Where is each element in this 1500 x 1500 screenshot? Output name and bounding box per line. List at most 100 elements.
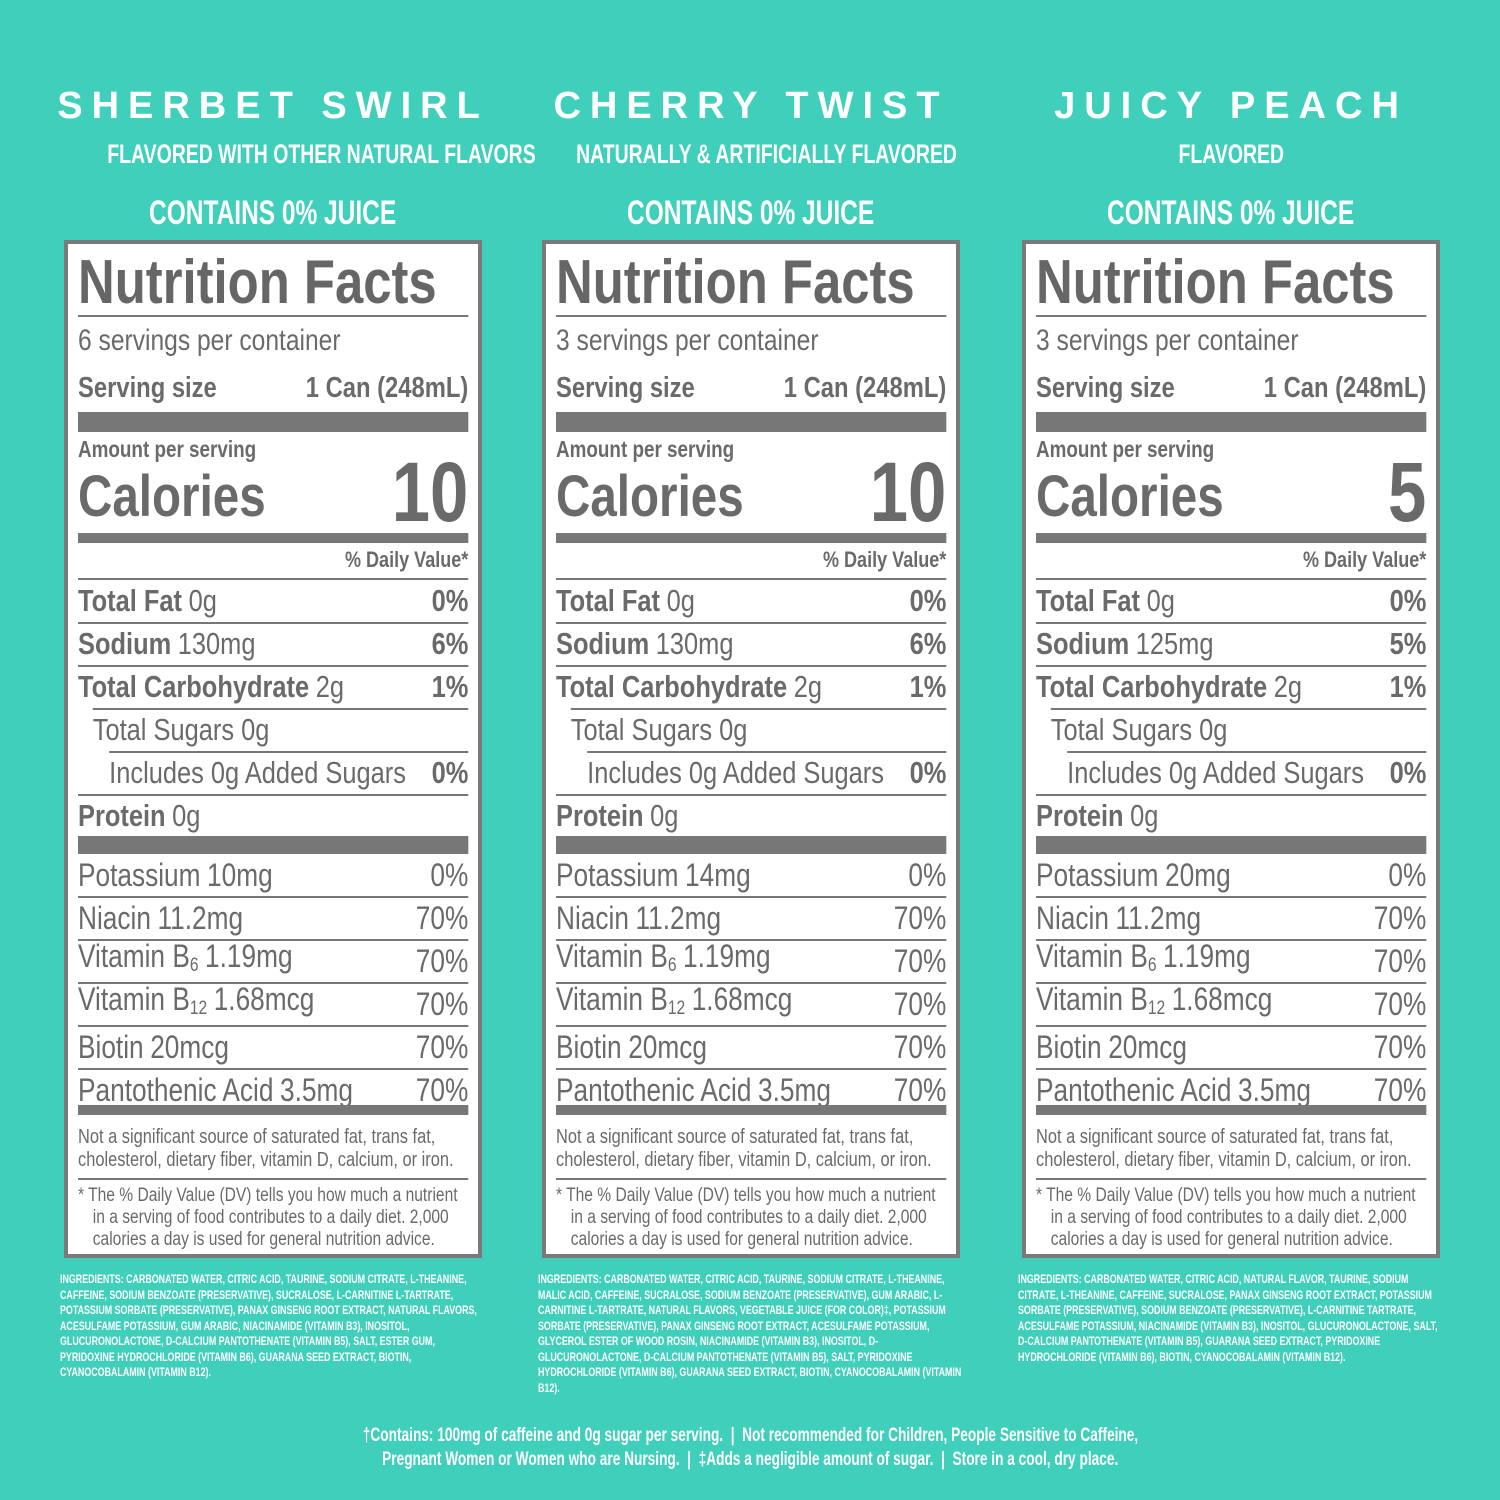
nutrient-name: Total Fat	[1036, 583, 1141, 618]
vitamin-amount: 1.19mg	[1163, 938, 1251, 974]
vitamin-row: Niacin 11.2mg 70%	[556, 898, 946, 938]
nutrient-text: Includes 0g Added Sugars	[1067, 755, 1364, 790]
servings-row: 6 servings per container	[78, 324, 468, 358]
amount-row: Amount per serving	[78, 435, 468, 463]
nutrient-name-group: Includes 0g Added Sugars	[1067, 753, 1364, 793]
juice-text: CONTAINS 0% JUICE	[627, 194, 875, 232]
vitamin-name-group: Pantothenic Acid 3.5mg	[1036, 1070, 1311, 1110]
nutrient-row: Includes 0g Added Sugars 0%	[1067, 753, 1426, 793]
vitamin-row: Vitamin B12 1.68mcg 70%	[1036, 981, 1426, 1024]
nutrient-amount: 130mg	[177, 626, 256, 661]
thick-bar	[1036, 836, 1427, 854]
nutrient-dv: 1%	[431, 669, 469, 704]
vitamin-row: Vitamin B12 1.68mcg 70%	[556, 981, 946, 1024]
nutrient-row: Protein 0g	[1036, 796, 1426, 836]
ingredients: INGREDIENTS: CARBONATED WATER, CITRIC AC…	[538, 1272, 962, 1395]
medium-bar	[78, 1105, 469, 1115]
nutrient-dv: 6%	[431, 626, 469, 661]
rule	[78, 1025, 469, 1027]
vitamin-dv: 70%	[893, 1072, 947, 1108]
nutrient-text: Total Sugars 0g	[92, 712, 270, 747]
vitamin-subscript: 12	[189, 998, 208, 1019]
amount-row: Amount per serving	[1036, 435, 1426, 463]
vitamin-dv: 70%	[415, 900, 469, 936]
vitamin-dv: 70%	[415, 986, 469, 1022]
vitamin-name: Potassium	[556, 857, 679, 893]
rule	[556, 896, 947, 898]
nutrient-name: Protein	[78, 798, 166, 833]
nutrient-name: Sodium	[78, 626, 172, 661]
label-content: Nutrition Facts 3 servings per container S…	[556, 240, 947, 1258]
nutrient-dv: 6%	[909, 626, 947, 661]
nutrient-row: Sodium 130mg 6%	[78, 624, 468, 664]
nutrient-name-group: Protein 0g	[1036, 796, 1158, 836]
vitamin-dv: 70%	[893, 943, 947, 979]
serving-size-label: Serving size	[1036, 372, 1175, 404]
nutrient-name: Total Carbohydrate	[556, 669, 788, 704]
vitamin-subscript: 6	[189, 955, 199, 976]
nutrient-row: Total Sugars 0g	[571, 710, 947, 750]
vitamin-name: Vitamin B	[78, 938, 190, 974]
thick-bar	[78, 412, 469, 432]
vitamin-dv: 70%	[1373, 900, 1427, 936]
amount-row: Amount per serving	[556, 435, 946, 463]
serving-size: 1 Can (248mL)	[783, 372, 947, 404]
label-note: Not a significant source of saturated fa…	[78, 1126, 454, 1171]
nutrient-name-group: Total Sugars 0g	[93, 710, 270, 750]
nutrient-row: Total Sugars 0g	[93, 710, 469, 750]
rule	[1036, 665, 1427, 667]
serving-size: 1 Can (248mL)	[305, 372, 469, 404]
vitamin-subscript: 12	[1147, 998, 1166, 1019]
vitamin-row: Biotin 20mcg 70%	[1036, 1027, 1426, 1067]
amount-per-serving: Amount per serving	[1036, 436, 1215, 462]
nutrient-amount: 130mg	[655, 626, 734, 661]
nutrient-name: Protein	[556, 798, 644, 833]
vitamin-name: Pantothenic Acid	[78, 1072, 274, 1108]
rule	[78, 982, 469, 984]
nutrient-amount: 0g	[188, 583, 217, 618]
vitamin-subscript: 6	[667, 955, 677, 976]
rule	[78, 939, 469, 941]
thick-bar	[556, 836, 947, 854]
vitamin-row: Biotin 20mcg 70%	[556, 1027, 946, 1067]
vitamin-name-group: Vitamin B6 1.19mg	[556, 936, 771, 986]
vitamin-name-group: Niacin 11.2mg	[556, 898, 721, 938]
vitamin-name: Vitamin B	[78, 981, 190, 1017]
rule	[109, 751, 469, 753]
vitamin-name: Biotin	[556, 1029, 622, 1065]
vitamin-name-group: Potassium 20mg	[1036, 855, 1231, 895]
vitamin-amount: 20mcg	[1108, 1029, 1187, 1065]
label-note: Not a significant source of saturated fa…	[1036, 1126, 1412, 1171]
vitamin-row: Potassium 10mg 0%	[78, 855, 468, 895]
thick-bar	[556, 412, 947, 432]
vitamin-name-group: Biotin 20mcg	[556, 1027, 707, 1067]
juice-text: CONTAINS 0% JUICE	[1107, 194, 1355, 232]
rule	[78, 622, 469, 624]
nutrient-dv: 0%	[909, 583, 947, 618]
rule	[78, 794, 469, 796]
nutrient-row: Total Sugars 0g	[1051, 710, 1427, 750]
nutrient-amount: 2g	[1273, 669, 1303, 704]
serving-size-row: Serving size 1 Can (248mL)	[1036, 371, 1426, 405]
vitamin-row: Vitamin B6 1.19mg 70%	[78, 938, 468, 981]
footer-line: †Contains: 100mg of caffeine and 0g suga…	[0, 1424, 1500, 1448]
rule	[556, 1025, 947, 1027]
nutrient-dv: 5%	[1389, 626, 1427, 661]
vitamin-amount: 11.2mg	[1115, 900, 1202, 936]
vitamin-amount: 1.19mg	[205, 938, 293, 974]
rule	[1036, 896, 1427, 898]
nutrient-name-group: Total Carbohydrate 2g	[556, 667, 822, 707]
rule	[1036, 1178, 1427, 1180]
rule	[556, 578, 947, 580]
vitamin-name-group: Pantothenic Acid 3.5mg	[78, 1070, 353, 1110]
nutrient-text: Includes 0g Added Sugars	[109, 755, 406, 790]
vitamin-amount: 1.68mcg	[213, 981, 315, 1017]
nutrient-row: Total Fat 0g 0%	[1036, 581, 1426, 621]
rule	[556, 794, 947, 796]
rule	[78, 665, 469, 667]
nutrient-row: Protein 0g	[78, 796, 468, 836]
rule	[78, 1178, 469, 1180]
rule	[556, 982, 947, 984]
nutrient-dv: 0%	[909, 755, 947, 790]
rule	[556, 1068, 947, 1070]
